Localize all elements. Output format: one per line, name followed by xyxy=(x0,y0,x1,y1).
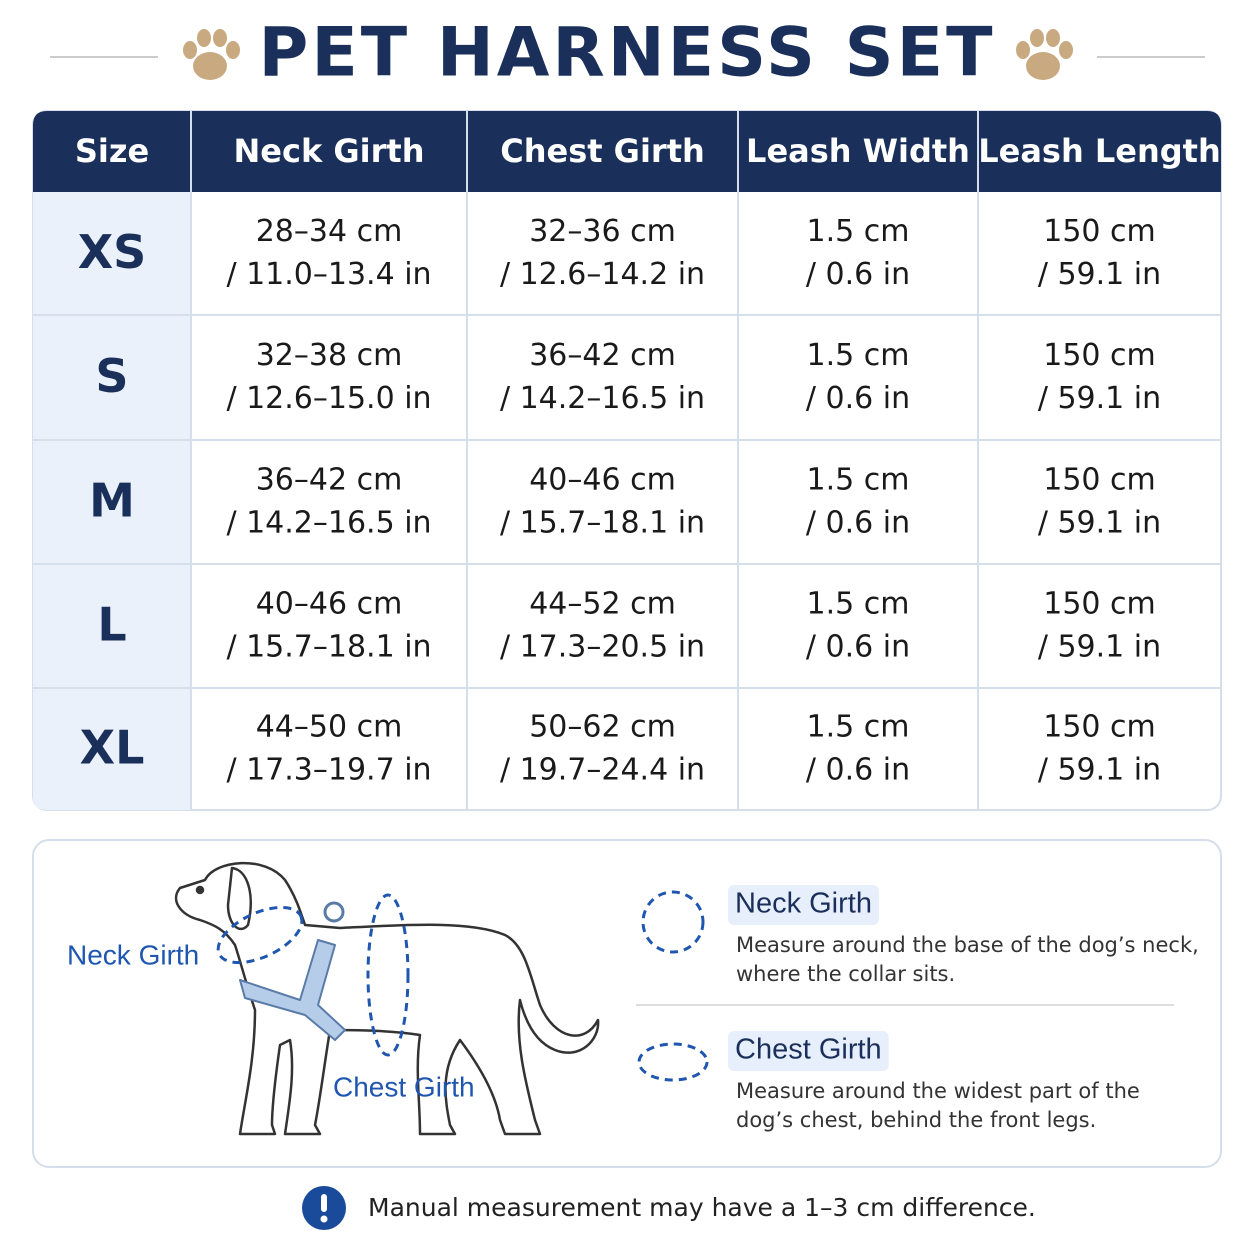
size-label: XS xyxy=(78,225,147,279)
cell-text: 150 cm xyxy=(1043,338,1156,373)
size-label: XL xyxy=(80,721,145,775)
cell-text: / 59.1 in xyxy=(1038,630,1161,665)
column-header: Neck Girth xyxy=(234,132,425,170)
size-label: S xyxy=(95,349,128,403)
chest-girth-loop xyxy=(366,893,410,1057)
column-header: Leash Length xyxy=(978,132,1221,170)
guide: Neck Girth Measure around the base of the… xyxy=(728,885,1199,1132)
cell-text: 36–42 cm xyxy=(529,338,676,373)
table-header xyxy=(33,111,1221,192)
cell-text: 1.5 cm xyxy=(807,338,910,373)
cell-text: / 12.6–14.2 in xyxy=(500,257,705,292)
cell-text: 150 cm xyxy=(1043,214,1156,249)
guide-title: Chest Girth xyxy=(735,1034,882,1066)
chest-girth-label: Chest Girth xyxy=(333,1071,475,1102)
cell-text: 1.5 cm xyxy=(807,587,910,622)
cell-text: / 12.6–15.0 in xyxy=(226,381,431,416)
guide-text: where the collar sits. xyxy=(736,962,955,986)
guide-title-bg xyxy=(728,1031,889,1071)
cell-text: 40–46 cm xyxy=(256,587,403,622)
size-table: Size Neck Girth Chest Girth Leash Width Leas… xyxy=(32,110,1222,811)
info-icon-mark xyxy=(321,1194,327,1212)
dog-illustration xyxy=(174,861,600,1136)
guide-title-bg xyxy=(728,885,879,925)
cell-text: / 14.2–16.5 in xyxy=(226,506,431,541)
cell-text: 1.5 cm xyxy=(807,463,910,498)
cell-text: / 0.6 in xyxy=(806,257,910,292)
cell-text: 44–52 cm xyxy=(529,587,676,622)
cell-text: 1.5 cm xyxy=(807,214,910,249)
neck-icon xyxy=(641,890,705,954)
cell-text: / 11.0–13.4 in xyxy=(226,257,431,292)
column-header: Leash Width xyxy=(746,132,970,170)
cell-text: / 15.7–18.1 in xyxy=(226,630,431,665)
cell-text: / 59.1 in xyxy=(1038,381,1161,416)
cell-text: / 59.1 in xyxy=(1038,753,1161,788)
guide-text: Measure around the widest part of the xyxy=(736,1079,1140,1103)
cell-text: 44–50 cm xyxy=(256,710,403,745)
cell-text: 1.5 cm xyxy=(807,710,910,745)
cell-text: / 0.6 in xyxy=(806,753,910,788)
cell-text: 32–38 cm xyxy=(256,338,403,373)
info-icon-dot xyxy=(320,1215,328,1223)
cell-text: 40–46 cm xyxy=(529,463,676,498)
cell-text: / 15.7–18.1 in xyxy=(500,506,705,541)
size-column xyxy=(33,192,191,810)
paw-icon xyxy=(183,29,240,80)
cell-text: 36–42 cm xyxy=(256,463,403,498)
cell-text: / 0.6 in xyxy=(806,506,910,541)
chest-icon xyxy=(637,1042,709,1082)
column-header: Chest Girth xyxy=(500,132,705,170)
cell-text: / 14.2–16.5 in xyxy=(500,381,705,416)
note: Manual measurement may have a 1–3 cm dif… xyxy=(368,1193,1036,1222)
cell-text: 50–62 cm xyxy=(529,710,676,745)
cell-text: / 59.1 in xyxy=(1038,257,1161,292)
guide-text: dog’s chest, behind the front legs. xyxy=(736,1108,1096,1132)
cell-text: 32–36 cm xyxy=(529,214,676,249)
neck-girth-loop xyxy=(216,905,304,965)
column-header: Size xyxy=(75,132,149,170)
guide-title: Neck Girth xyxy=(735,888,872,920)
neck-girth-label: Neck Girth xyxy=(67,939,199,970)
cell-text: 150 cm xyxy=(1043,463,1156,498)
cell-text: / 17.3–20.5 in xyxy=(500,630,705,665)
cell-text: 150 cm xyxy=(1043,710,1156,745)
cell-text: / 0.6 in xyxy=(806,630,910,665)
diagram-panel xyxy=(32,839,1222,1168)
cell-text: / 19.7–24.4 in xyxy=(500,753,705,788)
size-label: L xyxy=(97,598,126,652)
paw-icon xyxy=(1016,29,1073,80)
cell-text: / 0.6 in xyxy=(806,381,910,416)
cell-text: / 59.1 in xyxy=(1038,506,1161,541)
title: PET HARNESS SET xyxy=(259,14,996,93)
size-label: M xyxy=(89,474,135,528)
cell-text: / 17.3–19.7 in xyxy=(226,753,431,788)
guide-text: Measure around the base of the dog’s nec… xyxy=(736,933,1199,957)
cell-text: 150 cm xyxy=(1043,587,1156,622)
cell-text: 28–34 cm xyxy=(256,214,403,249)
